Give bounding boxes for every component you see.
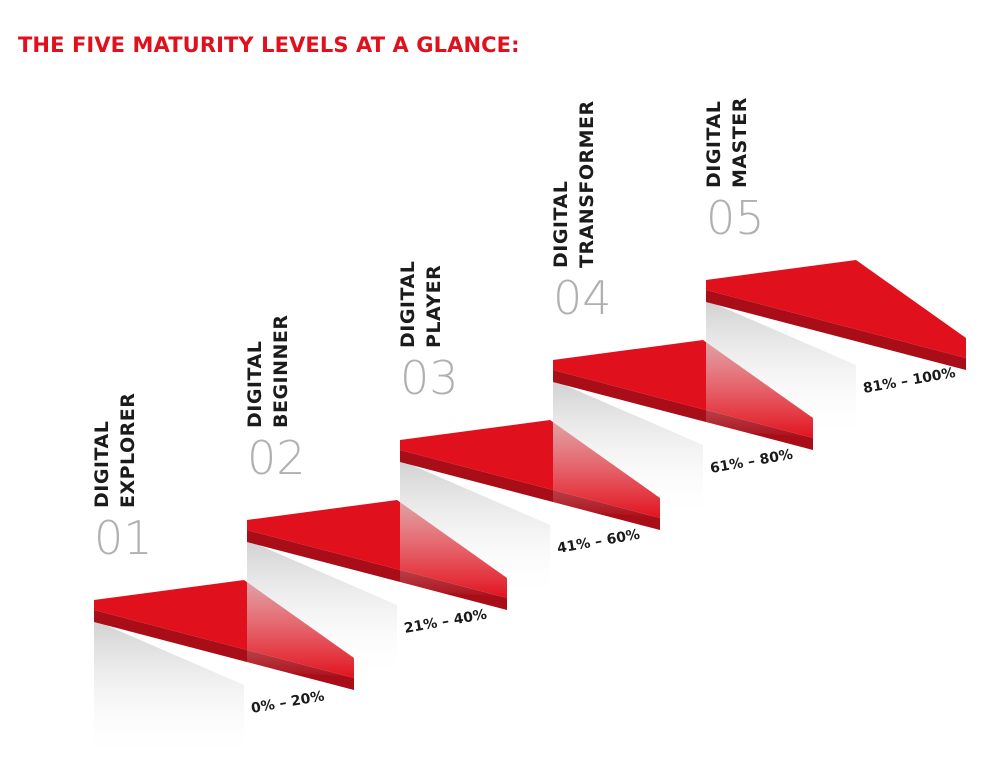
level-name-line1: DIGITAL [703, 101, 725, 188]
level-number: 04 [553, 271, 612, 325]
step-shadow [706, 300, 856, 440]
level-step-5: 81% – 100% 05 DIGITAL MASTER [703, 97, 966, 440]
step-side [706, 290, 966, 370]
level-name-line1: DIGITAL [550, 181, 572, 268]
level-range-label: 61% – 80% [709, 447, 794, 477]
level-name-line2: MASTER [729, 97, 751, 188]
level-range-label: 41% – 60% [556, 527, 641, 557]
level-name-line1: DIGITAL [244, 341, 266, 428]
level-number: 01 [94, 511, 153, 565]
level-name-line1: DIGITAL [91, 421, 113, 508]
level-range-label: 81% – 100% [862, 365, 957, 397]
level-name-line2: PLAYER [423, 265, 445, 348]
step-top [706, 260, 966, 358]
step-shadow [400, 460, 550, 600]
level-number: 02 [247, 431, 306, 485]
page-title: THE FIVE MATURITY LEVELS AT A GLANCE: [18, 33, 520, 57]
level-number: 03 [400, 351, 459, 405]
step-shadow [94, 620, 244, 758]
level-name-line2: TRANSFORMER [576, 100, 598, 268]
level-range-label: 0% – 20% [250, 688, 326, 717]
level-number: 05 [706, 191, 765, 245]
level-range-label: 21% – 40% [403, 607, 488, 637]
level-name-line2: BEGINNER [270, 314, 292, 428]
level-name-line1: DIGITAL [397, 261, 419, 348]
level-name-line2: EXPLORER [117, 393, 139, 508]
step-shadow [553, 380, 703, 520]
step-shadow [247, 540, 397, 680]
